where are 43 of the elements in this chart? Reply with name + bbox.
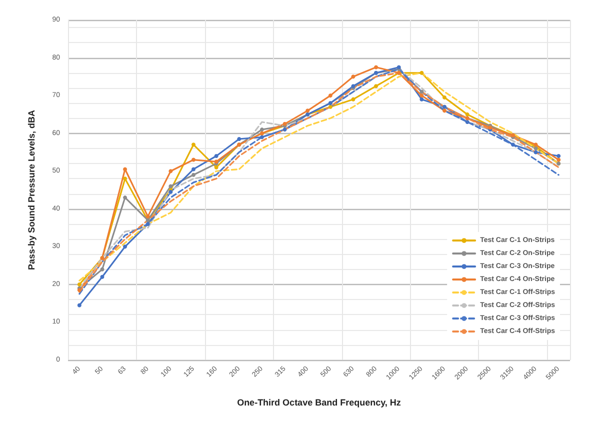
point: [192, 158, 196, 162]
point: [168, 184, 173, 188]
point: [306, 108, 310, 113]
point: [123, 196, 128, 200]
point: [465, 112, 470, 116]
point: [534, 150, 538, 154]
point: [442, 108, 446, 113]
point: [123, 167, 128, 172]
point: [420, 94, 424, 98]
point: [465, 120, 470, 124]
point: [510, 142, 515, 147]
point: [214, 165, 218, 170]
point: [123, 244, 128, 249]
point: [556, 158, 561, 162]
point: [192, 142, 196, 147]
point: [192, 172, 196, 177]
point: [214, 154, 218, 158]
point: [351, 97, 356, 102]
point: [146, 214, 150, 218]
point: [374, 65, 378, 70]
y-axis-title: Pass-by Sound Pressure Levels, dBA: [26, 109, 36, 270]
point: [77, 303, 82, 308]
point: [351, 74, 356, 79]
point: [374, 84, 378, 88]
point: [146, 222, 150, 226]
point: [237, 137, 242, 141]
point: [420, 90, 424, 94]
point: [420, 97, 424, 102]
point: [168, 169, 173, 174]
point: [420, 70, 424, 75]
point: [328, 104, 332, 109]
point: [123, 176, 128, 181]
point: [282, 128, 287, 132]
point: [192, 167, 196, 172]
point: [260, 128, 264, 132]
point: [77, 282, 82, 286]
point: [100, 274, 104, 279]
point: [328, 94, 332, 98]
point: [260, 135, 264, 140]
x-axis-title: One-Third Octave Band Frequency, Hz: [237, 398, 402, 408]
point: [442, 95, 446, 100]
point: [100, 267, 104, 272]
point: [556, 154, 561, 158]
